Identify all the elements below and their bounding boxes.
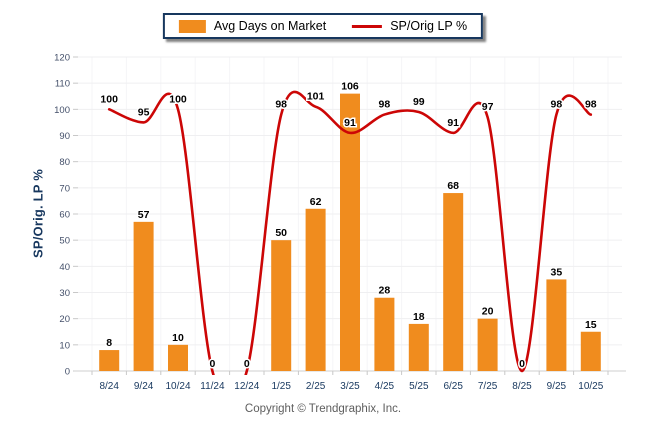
bar-series-swatch xyxy=(178,19,206,33)
zero-value-label: 0 xyxy=(519,358,525,370)
y-tick-label: 0 xyxy=(65,367,70,378)
x-tick-label: 6/25 xyxy=(443,381,463,392)
y-tick-label: 40 xyxy=(59,262,70,273)
y-tick-label: 30 xyxy=(59,288,70,299)
bar-value-label: 68 xyxy=(447,180,459,192)
y-tick-label: 10 xyxy=(59,340,70,351)
bar-value-label: 18 xyxy=(413,311,425,323)
line-value-label: 98 xyxy=(379,99,391,111)
x-tick-label: 8/24 xyxy=(99,381,119,392)
bar-value-label: 28 xyxy=(379,285,391,297)
bar-value-label: 35 xyxy=(551,266,563,278)
sp-orig-lp-line xyxy=(107,90,593,375)
bar-value-label: 20 xyxy=(482,306,494,318)
bar xyxy=(99,350,120,371)
x-tick-label: 8/25 xyxy=(512,381,532,392)
bar-value-label: 50 xyxy=(275,227,287,239)
bar xyxy=(477,318,498,371)
bar-value-label: 15 xyxy=(585,319,597,331)
bar-value-label: 62 xyxy=(310,196,322,208)
y-tick-label: 20 xyxy=(59,314,70,325)
line-value-label: 91 xyxy=(447,117,459,129)
x-tick-label: 12/24 xyxy=(234,381,259,392)
line-value-label: 98 xyxy=(551,99,563,111)
line-value-label: 100 xyxy=(169,93,187,105)
line-value-label: 95 xyxy=(138,106,150,118)
x-tick-label: 1/25 xyxy=(271,381,291,392)
y-tick-label: 120 xyxy=(54,53,70,64)
bar xyxy=(580,331,601,371)
y-axis-title: SP/Orig. LP % xyxy=(30,168,46,259)
x-tick-label: 5/25 xyxy=(409,381,429,392)
y-tick-label: 100 xyxy=(54,105,70,116)
line-value-label: 91 xyxy=(344,117,356,129)
bar-value-label: 8 xyxy=(106,337,112,349)
zero-value-label: 0 xyxy=(209,358,215,370)
x-tick-label: 10/24 xyxy=(165,381,190,392)
y-tick-label: 60 xyxy=(59,210,70,221)
line-value-label: 100 xyxy=(100,93,118,105)
x-tick-label: 10/25 xyxy=(578,381,603,392)
bar xyxy=(271,240,292,371)
bar xyxy=(168,344,188,371)
zero-value-label: 0 xyxy=(244,358,250,370)
x-tick-label: 7/25 xyxy=(478,381,498,392)
bar xyxy=(305,208,326,371)
bar xyxy=(374,297,395,371)
bar xyxy=(546,279,567,371)
bar-series-label: Avg Days on Market xyxy=(213,19,327,33)
y-tick-label: 70 xyxy=(59,183,70,194)
x-tick-label: 9/25 xyxy=(547,381,567,392)
bar xyxy=(340,93,360,371)
chart-legend: Avg Days on Market SP/Orig LP % xyxy=(162,13,484,39)
line-value-label: 101 xyxy=(307,91,325,103)
line-value-label: 99 xyxy=(413,96,425,108)
bar-value-label: 57 xyxy=(138,209,150,221)
bar xyxy=(133,221,154,371)
line-value-label: 98 xyxy=(275,99,287,111)
y-tick-label: 50 xyxy=(59,236,70,247)
x-tick-label: 2/25 xyxy=(306,381,326,392)
y-tick-label: 110 xyxy=(55,79,70,90)
bar xyxy=(443,193,464,371)
bar-value-label: 106 xyxy=(341,81,359,93)
x-tick-label: 9/24 xyxy=(134,381,154,392)
line-series-label: SP/Orig LP % xyxy=(390,19,468,33)
bar-value-label: 10 xyxy=(172,332,184,344)
x-tick-label: 11/24 xyxy=(200,381,225,392)
line-value-label: 98 xyxy=(585,99,597,111)
line-value-label: 97 xyxy=(482,101,494,113)
copyright-text: Copyright © Trendgraphix, Inc. xyxy=(244,403,402,415)
x-tick-label: 3/25 xyxy=(340,381,360,392)
line-series-swatch xyxy=(352,24,383,28)
y-tick-label: 80 xyxy=(59,157,70,168)
x-tick-label: 4/25 xyxy=(375,381,395,392)
y-tick-label: 90 xyxy=(59,131,70,142)
bar xyxy=(408,323,429,371)
